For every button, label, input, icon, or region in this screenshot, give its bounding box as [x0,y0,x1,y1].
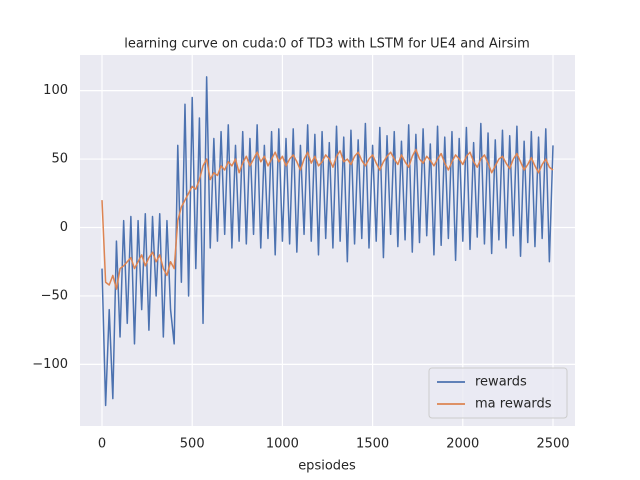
y-tick-label: 0 [60,220,68,235]
legend: rewards ma rewards [428,367,568,419]
legend-box [428,367,568,419]
x-tick-label: 2000 [446,437,479,452]
x-tick-label: 0 [98,437,106,452]
x-tick-label: 2500 [536,437,569,452]
y-tick-label: −50 [41,288,68,303]
legend-label: rewards [475,375,527,390]
series-line [101,148,554,290]
y-tick-label: 50 [51,152,68,167]
y-tick-label: 100 [43,83,68,98]
chart-title: learning curve on cuda:0 of TD3 with LST… [124,37,530,52]
y-tick-label: −100 [32,357,68,372]
series-line [101,76,554,407]
x-tick-label: 500 [180,437,205,452]
legend-label: ma rewards [475,397,552,412]
x-axis-label: epsiodes [298,459,356,474]
x-tick-label: 1500 [356,437,389,452]
x-tick-label: 1000 [266,437,299,452]
